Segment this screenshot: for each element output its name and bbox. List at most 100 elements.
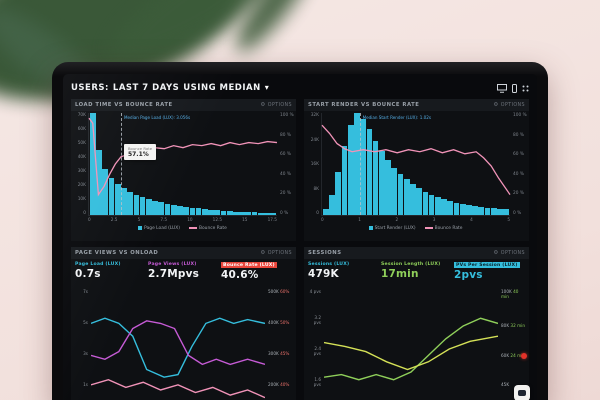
histogram-bar[interactable] xyxy=(372,140,379,215)
histogram-bar[interactable] xyxy=(341,145,348,215)
histogram-bar[interactable] xyxy=(391,168,398,215)
gear-icon: ⚙ xyxy=(260,250,266,256)
histogram-bar[interactable] xyxy=(416,188,422,215)
histogram-bar[interactable] xyxy=(220,210,227,215)
start-render-plot[interactable]: Median Start Render (LUX): 1.02s xyxy=(321,113,510,216)
panel-header: LOAD TIME VS BOUNCE RATE ⚙ OPTIONS xyxy=(71,99,296,111)
histogram-bar[interactable] xyxy=(139,196,146,215)
histogram-bar[interactable] xyxy=(335,172,342,215)
histogram-bar[interactable] xyxy=(233,211,239,215)
axis-tick: 0 xyxy=(316,211,319,216)
options-button[interactable]: ⚙ OPTIONS xyxy=(260,250,292,256)
histogram-bar[interactable] xyxy=(466,204,472,215)
axis-tick: 100 % xyxy=(280,113,294,118)
histogram-bar[interactable] xyxy=(183,206,189,215)
panel-header: SESSIONS ⚙ OPTIONS xyxy=(304,247,529,259)
axis-tick: 0 xyxy=(88,217,91,222)
options-button[interactable]: ⚙ OPTIONS xyxy=(493,102,525,108)
histogram-bars xyxy=(322,113,510,215)
histogram-bar[interactable] xyxy=(164,203,171,215)
legend-item-bounce[interactable]: Bounce Rate xyxy=(188,226,227,231)
legend-item-bounce[interactable]: Bounce Rate xyxy=(424,225,463,231)
histogram-bar[interactable] xyxy=(208,209,214,215)
histogram-bar[interactable] xyxy=(422,191,429,215)
histogram-bar[interactable] xyxy=(472,205,478,215)
histogram-bar[interactable] xyxy=(410,184,416,215)
line-series xyxy=(91,318,265,377)
monitor-icon[interactable] xyxy=(497,83,507,93)
chat-launcher-button[interactable] xyxy=(514,385,530,400)
histogram-bar[interactable] xyxy=(347,125,354,215)
header-icon-group xyxy=(497,83,529,93)
histogram-bar[interactable] xyxy=(257,212,264,215)
chevron-down-icon[interactable]: ▾ xyxy=(264,83,269,92)
legend-item-page-load[interactable]: Page Load (LUX) xyxy=(138,226,180,231)
mobile-icon[interactable] xyxy=(512,83,517,93)
histogram-bar[interactable] xyxy=(403,179,410,215)
histogram-bar[interactable] xyxy=(114,184,121,215)
histogram-bar[interactable] xyxy=(102,169,109,215)
stat-label: Session Length (LUX) xyxy=(381,262,441,267)
histogram-bar[interactable] xyxy=(366,129,373,215)
histogram-bar[interactable] xyxy=(133,194,140,215)
histogram-bar[interactable] xyxy=(385,159,391,215)
options-button[interactable]: ⚙ OPTIONS xyxy=(260,102,292,108)
histogram-bar[interactable] xyxy=(96,149,102,215)
load-time-plot[interactable]: Median Page Load (LUX): 3.056s Bounce Ra… xyxy=(88,113,277,216)
histogram-bar[interactable] xyxy=(397,174,404,215)
legend-label: Start Render (LUX) xyxy=(374,225,416,231)
histogram-bar[interactable] xyxy=(108,178,115,215)
histogram-bar[interactable] xyxy=(354,113,360,215)
axis-tick: 10K xyxy=(77,197,86,202)
histogram-bar[interactable] xyxy=(152,200,158,215)
histogram-bar[interactable] xyxy=(201,209,208,215)
axis-tick: 3.2 pvs xyxy=(313,315,321,325)
histogram-bar[interactable] xyxy=(428,194,435,215)
axis-tick: 400K 50% xyxy=(268,320,290,325)
sessions-plot[interactable] xyxy=(324,285,498,400)
legend-label: Page Load (LUX) xyxy=(144,225,180,231)
histogram-bar[interactable] xyxy=(239,211,245,215)
histogram-bar[interactable] xyxy=(127,191,134,215)
axis-tick: 40 % xyxy=(280,171,291,177)
histogram-bar[interactable] xyxy=(503,209,510,215)
histogram-bar[interactable] xyxy=(245,212,252,215)
histogram-bar[interactable] xyxy=(478,206,485,215)
histogram-bar[interactable] xyxy=(378,150,385,215)
page-views-plot[interactable] xyxy=(91,285,265,400)
histogram-bar[interactable] xyxy=(170,204,177,215)
histogram-bar[interactable] xyxy=(490,208,497,215)
stat-label: PVs Per Session (LUX) xyxy=(454,262,520,268)
histogram-bar[interactable] xyxy=(90,113,96,215)
median-annotation: Median Page Load (LUX): 3.056s xyxy=(123,115,191,120)
histogram-bar[interactable] xyxy=(497,208,503,215)
histogram-bar[interactable] xyxy=(329,194,335,215)
histogram-bar[interactable] xyxy=(226,211,233,215)
histogram-bar[interactable] xyxy=(323,208,329,215)
histogram-bar[interactable] xyxy=(447,200,454,215)
histogram-bar[interactable] xyxy=(441,198,447,215)
histogram-bar[interactable] xyxy=(434,196,441,215)
histogram-bar[interactable] xyxy=(121,188,127,215)
axis-tick: 2.5 xyxy=(110,217,118,222)
histogram-bar[interactable] xyxy=(251,212,258,215)
legend-label: Bounce Rate xyxy=(434,225,463,231)
histogram-bar[interactable] xyxy=(145,198,152,215)
histogram-bar[interactable] xyxy=(270,213,277,215)
panel-header: START RENDER VS BOUNCE RATE ⚙ OPTIONS xyxy=(304,99,529,111)
histogram-bar[interactable] xyxy=(459,203,466,215)
histogram-bar[interactable] xyxy=(189,207,196,215)
histogram-bar[interactable] xyxy=(264,212,270,215)
axis-tick: 7s xyxy=(83,289,88,294)
histogram-bar[interactable] xyxy=(158,202,165,215)
options-button[interactable]: ⚙ OPTIONS xyxy=(493,250,525,256)
histogram-bar[interactable] xyxy=(214,210,221,215)
legend-item-start-render[interactable]: Start Render (LUX) xyxy=(368,225,416,231)
histogram-bar[interactable] xyxy=(453,202,460,215)
histogram-bar[interactable] xyxy=(177,205,183,215)
histogram-bar[interactable] xyxy=(195,208,202,215)
histogram-bar[interactable] xyxy=(484,207,491,215)
tooltip-value: 57.1% xyxy=(127,150,149,158)
apps-grid-icon[interactable] xyxy=(522,85,529,92)
histogram-bar[interactable] xyxy=(360,119,367,215)
